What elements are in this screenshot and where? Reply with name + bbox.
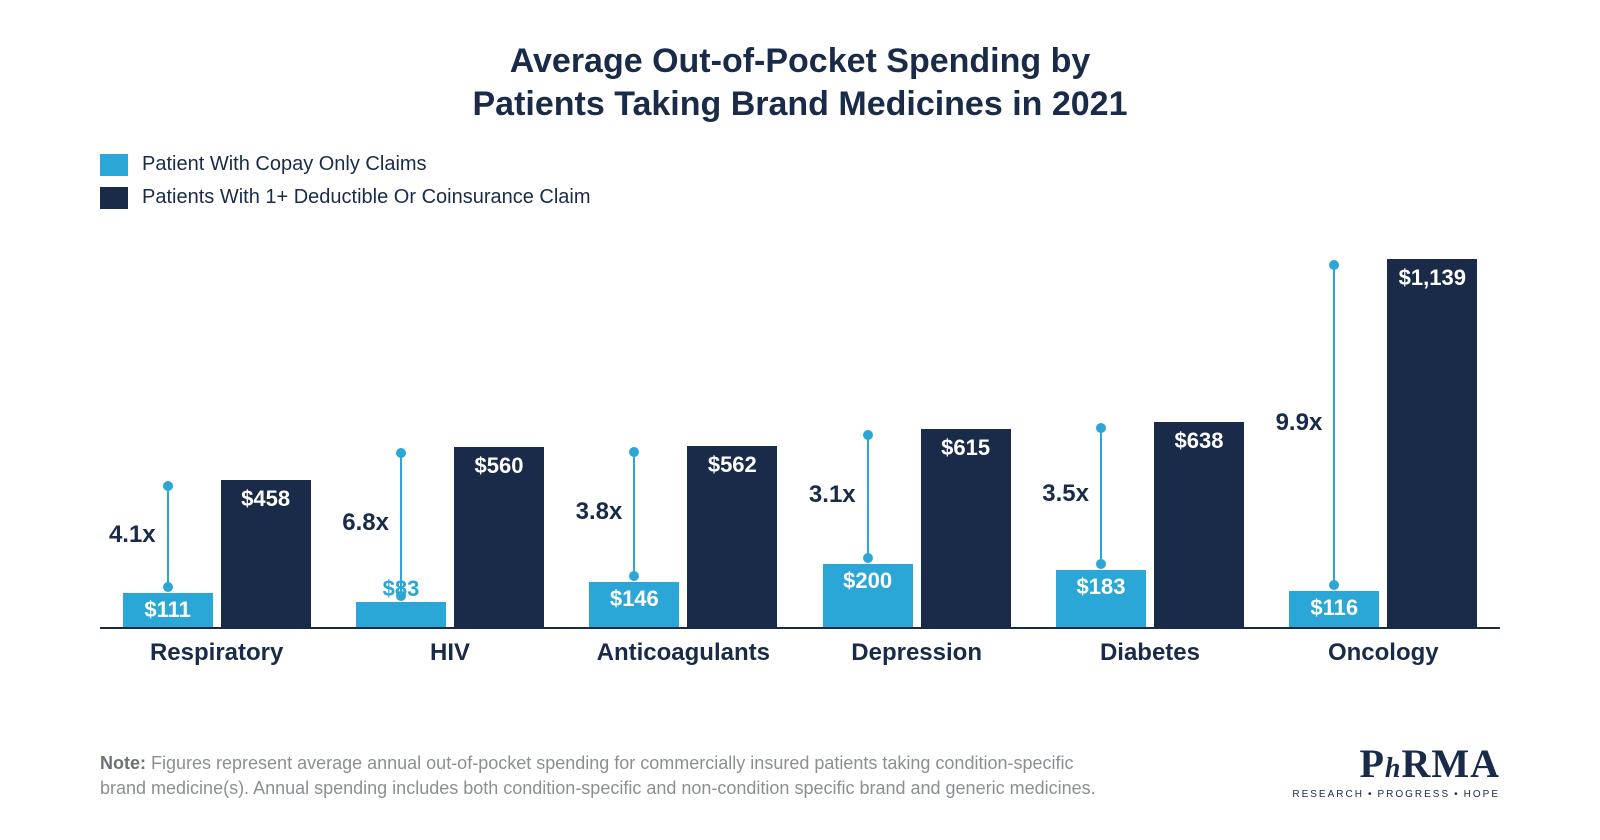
bar-label-deductible: $560 bbox=[454, 453, 544, 479]
bar-label-copay: $183 bbox=[1056, 574, 1146, 600]
multiplier-connector bbox=[633, 452, 635, 575]
bar-label-copay: $200 bbox=[823, 568, 913, 594]
bar-group: $836.8x $560 bbox=[333, 239, 566, 629]
chart-title: Average Out-of-Pocket Spending by Patien… bbox=[100, 40, 1500, 125]
connector-dot-top bbox=[1096, 423, 1106, 433]
title-line-1: Average Out-of-Pocket Spending by bbox=[100, 40, 1500, 83]
category-label: Respiratory bbox=[100, 639, 333, 679]
bar-deductible: $638 bbox=[1154, 422, 1244, 629]
multiplier-connector bbox=[400, 453, 402, 596]
multiplier-label: 6.8x bbox=[342, 509, 389, 537]
category-labels: RespiratoryHIVAnticoagulantsDepressionDi… bbox=[100, 639, 1500, 679]
multiplier-connector bbox=[1100, 428, 1102, 564]
chart-note: Note: Figures represent average annual o… bbox=[100, 751, 1100, 800]
multiplier-connector bbox=[167, 486, 169, 587]
category-label: Depression bbox=[800, 639, 1033, 679]
note-prefix: Note: bbox=[100, 753, 146, 773]
bar-copay: $1463.8x bbox=[589, 582, 679, 629]
multiplier-label: 9.9x bbox=[1276, 409, 1323, 437]
category-label: Anticoagulants bbox=[567, 639, 800, 679]
connector-dot-bottom bbox=[863, 553, 873, 563]
bar-group: $1833.5x$638 bbox=[1033, 239, 1266, 629]
category-label: HIV bbox=[333, 639, 566, 679]
bar-label-deductible: $458 bbox=[221, 486, 311, 512]
bar-copay: $1114.1x bbox=[123, 593, 213, 629]
multiplier-connector bbox=[1333, 265, 1335, 585]
bar-label-copay: $111 bbox=[123, 597, 213, 623]
bar-copay: $1833.5x bbox=[1056, 570, 1146, 629]
connector-dot-bottom bbox=[396, 591, 406, 601]
bar-label-copay: $146 bbox=[589, 586, 679, 612]
bar-copay: $836.8x bbox=[356, 602, 446, 629]
bar-deductible: $562 bbox=[687, 446, 777, 629]
legend-item-copay: Patient With Copay Only Claims bbox=[100, 153, 1500, 176]
bar-label-deductible: $615 bbox=[921, 435, 1011, 461]
connector-dot-top bbox=[629, 447, 639, 457]
bar-group: $2003.1x$615 bbox=[800, 239, 1033, 629]
legend-label-deductible: Patients With 1+ Deductible Or Coinsuran… bbox=[142, 186, 591, 209]
bar-label-deductible: $638 bbox=[1154, 428, 1244, 454]
bar-deductible: $458 bbox=[221, 480, 311, 629]
bar-group: $1169.9x$1,139 bbox=[1267, 239, 1500, 629]
bar-copay: $1169.9x bbox=[1289, 591, 1379, 629]
connector-dot-bottom bbox=[1096, 559, 1106, 569]
chart-container: Average Out-of-Pocket Spending by Patien… bbox=[0, 0, 1600, 840]
bar-label-deductible: $562 bbox=[687, 452, 777, 478]
bar-label-copay: $116 bbox=[1289, 595, 1379, 621]
chart-plot-area: $1114.1x$458$836.8x$560$1463.8x$562$2003… bbox=[100, 239, 1500, 679]
category-label: Oncology bbox=[1267, 639, 1500, 679]
bar-group: $1114.1x$458 bbox=[100, 239, 333, 629]
multiplier-label: 4.1x bbox=[109, 521, 156, 549]
chart-footer: Note: Figures represent average annual o… bbox=[100, 740, 1500, 800]
connector-dot-top bbox=[863, 430, 873, 440]
chart-legend: Patient With Copay Only Claims Patients … bbox=[100, 153, 1500, 209]
logo-tagline: RESEARCH•PROGRESS•HOPE bbox=[1292, 789, 1500, 800]
connector-dot-bottom bbox=[629, 571, 639, 581]
connector-dot-top bbox=[163, 481, 173, 491]
legend-label-copay: Patient With Copay Only Claims bbox=[142, 153, 427, 176]
bar-label-deductible: $1,139 bbox=[1387, 265, 1477, 291]
connector-dot-bottom bbox=[1329, 580, 1339, 590]
bar-copay: $2003.1x bbox=[823, 564, 913, 629]
note-text: Figures represent average annual out-of-… bbox=[100, 753, 1096, 797]
bar-deductible: $560 bbox=[454, 447, 544, 629]
category-label: Diabetes bbox=[1033, 639, 1266, 679]
connector-dot-top bbox=[396, 448, 406, 458]
connector-dot-top bbox=[1329, 260, 1339, 270]
multiplier-label: 3.8x bbox=[576, 498, 623, 526]
multiplier-connector bbox=[867, 435, 869, 558]
bar-deductible: $1,139 bbox=[1387, 259, 1477, 629]
multiplier-label: 3.1x bbox=[809, 481, 856, 509]
multiplier-label: 3.5x bbox=[1042, 480, 1089, 508]
bar-groups: $1114.1x$458$836.8x$560$1463.8x$562$2003… bbox=[100, 239, 1500, 629]
logo-wordmark: PhRMA bbox=[1292, 740, 1500, 787]
phrma-logo: PhRMA RESEARCH•PROGRESS•HOPE bbox=[1292, 740, 1500, 800]
legend-item-deductible: Patients With 1+ Deductible Or Coinsuran… bbox=[100, 186, 1500, 209]
x-axis-baseline bbox=[100, 627, 1500, 629]
connector-dot-bottom bbox=[163, 582, 173, 592]
legend-swatch-copay bbox=[100, 154, 128, 176]
title-line-2: Patients Taking Brand Medicines in 2021 bbox=[100, 83, 1500, 126]
bar-group: $1463.8x$562 bbox=[567, 239, 800, 629]
legend-swatch-deductible bbox=[100, 187, 128, 209]
bar-deductible: $615 bbox=[921, 429, 1011, 629]
